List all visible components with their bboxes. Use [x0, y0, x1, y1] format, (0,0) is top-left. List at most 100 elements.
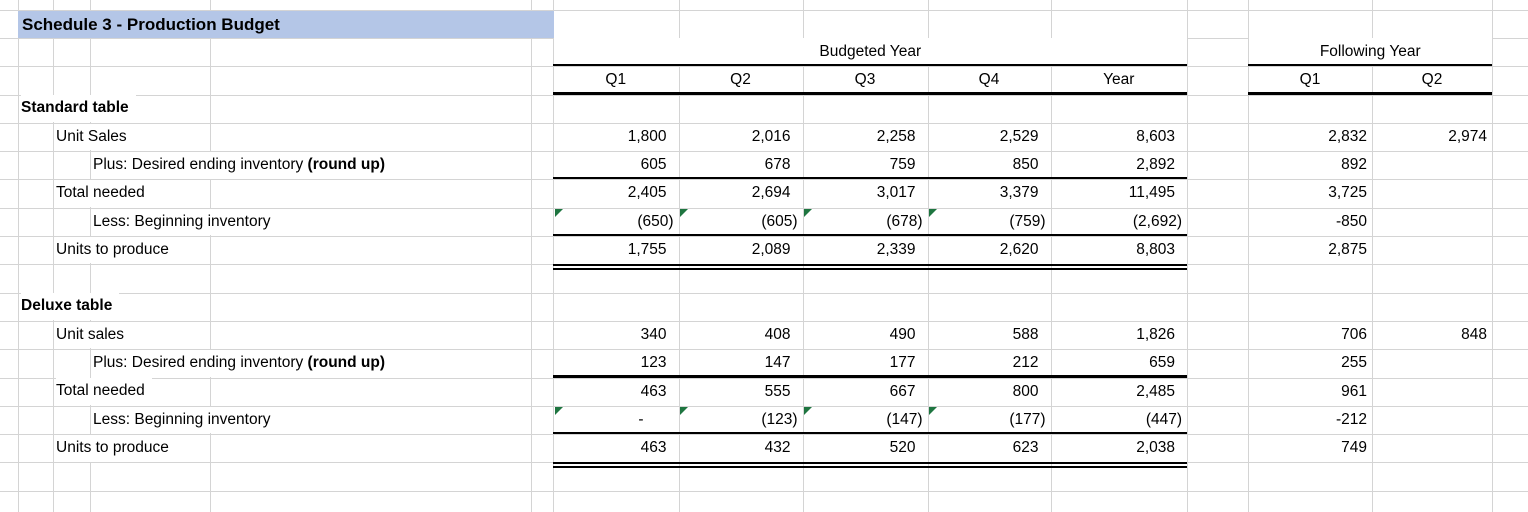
data-cell[interactable]: 3,379 — [999, 184, 1039, 202]
data-cell[interactable]: 1,826 — [1136, 325, 1175, 343]
data-cell[interactable]: 177 — [889, 354, 916, 372]
data-cell[interactable]: 2,875 — [1328, 241, 1367, 258]
data-cell[interactable]: 667 — [889, 382, 916, 400]
data-cell[interactable]: 432 — [764, 439, 791, 457]
data-cell[interactable]: (605) — [761, 212, 798, 230]
row-label[interactable]: Less: Beginning inventory — [93, 406, 278, 434]
data-cell[interactable]: (2,692) — [1132, 212, 1182, 230]
data-cell[interactable]: 706 — [1341, 325, 1367, 343]
data-cell[interactable]: 2,529 — [999, 127, 1039, 145]
data-cell[interactable]: - — [638, 410, 644, 428]
data-cell[interactable]: 961 — [1341, 382, 1367, 400]
data-cell[interactable]: 1,755 — [627, 241, 667, 258]
data-cell[interactable]: 3,725 — [1328, 184, 1367, 202]
data-cell[interactable]: (177) — [1009, 410, 1046, 428]
data-cell[interactable]: 2,485 — [1136, 382, 1175, 400]
data-cell[interactable]: (650) — [637, 212, 674, 230]
gridline — [0, 94, 1528, 96]
error-indicator-icon — [804, 209, 812, 218]
data-cell[interactable]: 490 — [889, 325, 916, 343]
data-cell[interactable]: 212 — [1012, 354, 1039, 372]
data-cell[interactable]: 2,089 — [751, 241, 791, 258]
data-cell[interactable]: 2,016 — [751, 127, 791, 145]
data-cell[interactable]: 623 — [1012, 439, 1039, 457]
data-cell[interactable]: 123 — [640, 354, 667, 372]
row-label[interactable]: Less: Beginning inventory — [93, 208, 278, 236]
row-label[interactable]: Units to produce — [56, 236, 176, 264]
cell-border — [1248, 92, 1492, 95]
row-label[interactable]: Total needed — [56, 378, 152, 405]
gridline — [1372, 0, 1373, 512]
gridline — [0, 179, 1528, 181]
data-cell[interactable]: 749 — [1341, 439, 1367, 457]
data-cell[interactable]: 463 — [640, 439, 667, 457]
gridline — [17, 0, 19, 512]
budget-col-header-q3[interactable]: Q3 — [854, 71, 876, 89]
data-cell[interactable]: 408 — [764, 325, 791, 343]
schedule-title-cell[interactable]: Schedule 3 - Production Budget — [18, 10, 554, 38]
data-cell[interactable]: 2,620 — [999, 241, 1039, 258]
data-cell[interactable]: 3,017 — [876, 184, 916, 202]
data-cell[interactable]: 255 — [1341, 354, 1367, 372]
gridline — [0, 66, 1528, 68]
data-cell[interactable]: (447) — [1145, 410, 1182, 428]
data-cell[interactable]: (759) — [1009, 212, 1046, 230]
data-cell[interactable]: 2,405 — [627, 184, 667, 202]
row-label-text: Total needed — [56, 382, 145, 400]
data-cell[interactable]: 678 — [764, 156, 791, 174]
cell-border — [1248, 63, 1492, 67]
budget-col-header-q2[interactable]: Q2 — [730, 71, 751, 89]
data-cell[interactable]: 2,258 — [876, 127, 916, 145]
data-cell[interactable]: 2,832 — [1328, 127, 1367, 145]
data-cell[interactable]: 2,974 — [1448, 127, 1487, 145]
data-cell[interactable]: 2,339 — [876, 241, 916, 258]
following-year-header[interactable]: Following Year — [1249, 38, 1492, 66]
row-label[interactable]: Plus: Desired ending inventory (round up… — [93, 350, 393, 377]
row-label[interactable]: Units to produce — [56, 434, 176, 462]
data-cell[interactable]: 800 — [1012, 382, 1039, 400]
data-cell[interactable]: 850 — [1012, 156, 1039, 174]
data-cell[interactable]: 147 — [764, 354, 791, 372]
data-cell[interactable]: 759 — [889, 156, 916, 174]
row-label[interactable]: Unit sales — [56, 321, 132, 349]
data-cell[interactable]: 2,038 — [1136, 439, 1175, 457]
data-cell[interactable]: 659 — [1149, 354, 1175, 372]
data-cell[interactable]: 520 — [889, 439, 916, 457]
data-cell[interactable]: 8,803 — [1136, 241, 1175, 258]
budget-col-header-q1[interactable]: Q1 — [605, 71, 627, 89]
section-label[interactable]: Standard table — [21, 95, 136, 122]
gridline — [1187, 0, 1188, 512]
data-cell[interactable]: 340 — [640, 325, 667, 343]
data-cell[interactable]: 463 — [640, 382, 667, 400]
data-cell[interactable]: 848 — [1461, 325, 1487, 343]
data-cell[interactable]: 1,800 — [627, 127, 667, 145]
data-cell[interactable]: 555 — [764, 382, 791, 400]
budgeted-year-header[interactable]: Budgeted Year — [554, 38, 1187, 66]
row-label[interactable]: Total needed — [56, 180, 152, 207]
data-cell[interactable]: 892 — [1341, 156, 1367, 174]
budget-col-header-q4[interactable]: Q4 — [978, 71, 1000, 89]
gridline — [1050, 0, 1052, 512]
data-cell[interactable]: (123) — [761, 410, 798, 428]
row-label[interactable]: Plus: Desired ending inventory (round up… — [93, 151, 393, 179]
following-col-header-q2[interactable]: Q2 — [1421, 71, 1443, 89]
data-cell[interactable]: 2,694 — [751, 184, 791, 202]
data-cell[interactable]: 588 — [1012, 325, 1039, 343]
gridline — [553, 0, 554, 512]
row-label-text: Less: Beginning inventory — [93, 410, 271, 428]
following-col-header-q1[interactable]: Q1 — [1299, 71, 1321, 89]
error-indicator-icon — [554, 209, 563, 218]
data-cell[interactable]: -212 — [1335, 410, 1367, 428]
section-label[interactable]: Deluxe table — [21, 293, 120, 321]
data-cell[interactable]: (678) — [886, 212, 923, 230]
data-cell[interactable]: -850 — [1335, 212, 1367, 230]
data-cell[interactable]: 2,892 — [1136, 156, 1175, 174]
data-cell[interactable]: 605 — [640, 156, 667, 174]
data-cell[interactable]: (147) — [886, 410, 923, 428]
data-cell[interactable]: 11,495 — [1128, 184, 1175, 202]
budget-col-header-year[interactable]: Year — [1103, 71, 1135, 89]
gridline — [1492, 0, 1493, 512]
row-label-text: Unit Sales — [56, 127, 127, 145]
data-cell[interactable]: 8,603 — [1136, 127, 1175, 145]
row-label[interactable]: Unit Sales — [56, 123, 134, 151]
